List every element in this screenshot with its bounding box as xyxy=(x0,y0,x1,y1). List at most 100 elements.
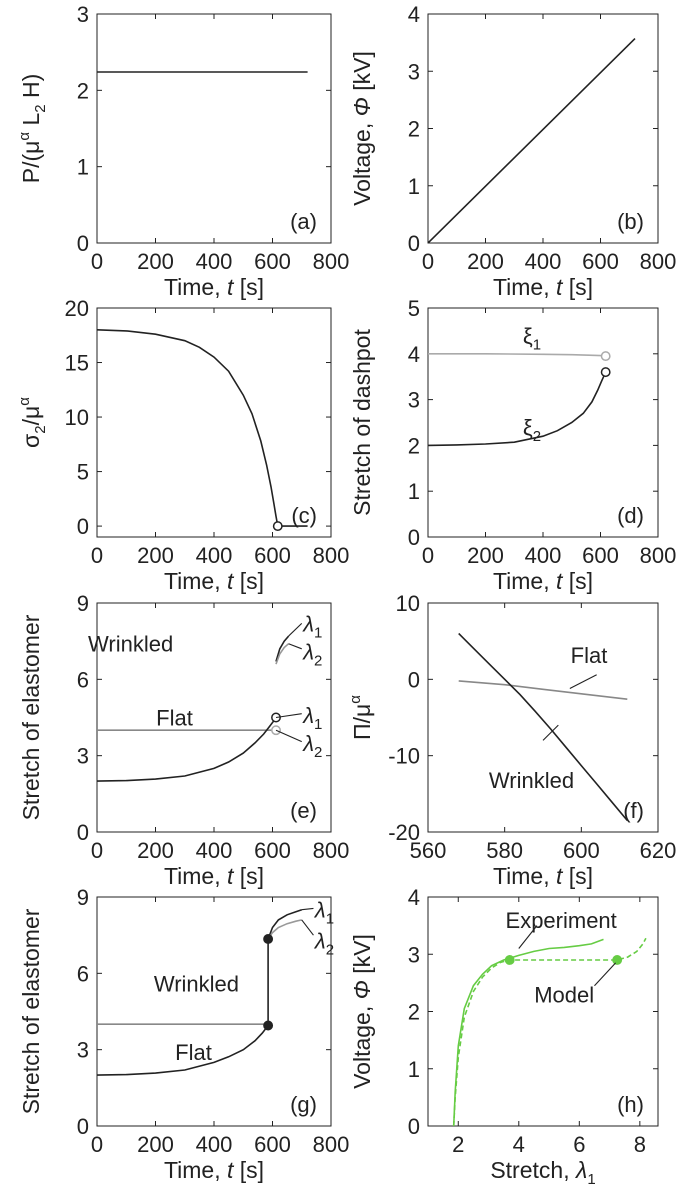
x-tick-label: 600 xyxy=(254,1132,291,1157)
series-line xyxy=(428,353,606,357)
panel-label: (g) xyxy=(290,1092,317,1117)
y-axis-label: Stretch of elastomer xyxy=(18,614,44,820)
x-tick-label: 800 xyxy=(313,838,350,863)
y-tick-label: 5 xyxy=(408,296,420,321)
x-tick-label: 0 xyxy=(91,249,103,274)
y-axis-label: σ2/μα​ xyxy=(16,397,49,448)
x-tick-label: 600 xyxy=(254,543,291,568)
panel-d: 0 200 400 600 800 0 1 2 3 4 5 Time, t [s] Stretch of… xyxy=(349,296,676,594)
x-tick-label: 800 xyxy=(313,1132,350,1157)
x-tick-label: 200 xyxy=(137,1132,174,1157)
x-tick-label: 2 xyxy=(452,1132,464,1157)
annotation-leader xyxy=(594,962,617,987)
x-tick-label: 400 xyxy=(196,543,233,568)
x-tick-label: 800 xyxy=(313,249,350,274)
y-tick-label: 1 xyxy=(408,479,420,504)
x-tick-label: 560 xyxy=(410,838,447,863)
x-tick-label: 0 xyxy=(91,543,103,568)
x-tick-label: 620 xyxy=(640,838,677,863)
annotation-leader xyxy=(288,622,303,637)
panel-label: (d) xyxy=(617,503,644,528)
panel-c: 0 200 400 600 800 0 5 10 15 20 Time, t [s] σ2/μα​ (c… xyxy=(16,296,349,594)
y-tick-label: 4 xyxy=(408,342,420,367)
y-tick-label: 3 xyxy=(77,744,89,769)
series-line xyxy=(97,1025,269,1076)
annotation-label: Flat xyxy=(175,1040,212,1065)
series-line xyxy=(428,371,607,447)
y-tick-label: 0 xyxy=(408,231,420,256)
series-line xyxy=(452,937,647,1126)
x-tick-label: 400 xyxy=(525,543,562,568)
y-tick-label: 0 xyxy=(77,514,89,539)
x-tick-label: 600 xyxy=(582,249,619,274)
y-tick-label: 0 xyxy=(408,667,420,692)
series-line xyxy=(275,643,290,665)
panel-label: (h) xyxy=(617,1092,644,1117)
x-tick-label: 800 xyxy=(313,543,350,568)
x-axis-label: Stretch, λ1 xyxy=(490,1157,595,1188)
series-line xyxy=(428,38,636,243)
series-line xyxy=(267,908,303,940)
point-marker xyxy=(504,955,515,965)
x-tick-label: 200 xyxy=(137,838,174,863)
y-tick-label: 2 xyxy=(408,433,420,458)
series-line xyxy=(267,919,302,940)
x-tick-label: 200 xyxy=(467,249,504,274)
series-line xyxy=(275,635,290,662)
y-axis-label: P/(μα L2 H) xyxy=(16,74,49,184)
x-tick-label: 800 xyxy=(640,249,677,274)
y-tick-label: 6 xyxy=(77,667,89,692)
panel-g: 0 200 400 600 800 0 3 6 9 Time, t [s] Stretch of e… xyxy=(18,885,349,1183)
x-axis-label: Time, t [s] xyxy=(164,274,264,300)
point-marker xyxy=(600,367,611,378)
x-tick-label: 0 xyxy=(422,249,434,274)
annotation-leader xyxy=(275,713,302,719)
y-tick-label: 4 xyxy=(408,2,420,27)
annotation-leader xyxy=(569,674,597,689)
annotation-leader xyxy=(542,724,559,741)
y-tick-label: 0 xyxy=(408,525,420,550)
point-marker xyxy=(600,351,611,362)
y-tick-label: 1 xyxy=(77,155,89,180)
x-tick-label: 400 xyxy=(196,249,233,274)
x-tick-label: 4 xyxy=(513,1132,525,1157)
y-tick-label: 0 xyxy=(408,1114,420,1139)
y-axis-label: Voltage, Φ [kV] xyxy=(349,51,375,206)
x-axis-label: Time, t [s] xyxy=(493,274,593,300)
x-tick-label: 0 xyxy=(422,543,434,568)
annotation-label: Wrinkled xyxy=(154,972,239,997)
y-tick-label: 5 xyxy=(77,460,89,485)
y-tick-label: 2 xyxy=(77,78,89,103)
x-tick-label: 400 xyxy=(525,249,562,274)
point-marker xyxy=(263,934,274,944)
point-marker xyxy=(612,955,623,965)
annotation-label: ξ2 xyxy=(523,415,541,445)
panel-label: (a) xyxy=(290,209,317,234)
annotation-label: Wrinkled xyxy=(88,632,173,657)
annotation-label: λ1 xyxy=(302,703,322,733)
x-tick-label: 200 xyxy=(137,543,174,568)
x-axis-label: Time, t [s] xyxy=(493,863,593,889)
x-tick-label: 600 xyxy=(582,543,619,568)
y-tick-label: 0 xyxy=(77,1114,89,1139)
annotation-label: Flat xyxy=(571,643,608,668)
y-tick-label: 2 xyxy=(408,1000,420,1025)
annotation-label: Wrinkled xyxy=(489,768,574,793)
y-axis-label: Stretch of elastomer xyxy=(18,908,44,1114)
series-line xyxy=(97,717,277,782)
series-line xyxy=(97,329,308,527)
series-line xyxy=(452,938,604,1126)
panel-label: (c) xyxy=(291,503,317,528)
x-tick-label: 200 xyxy=(137,249,174,274)
x-axis-label: Time, t [s] xyxy=(164,863,264,889)
x-tick-label: 580 xyxy=(486,838,523,863)
annotation-label: Experiment xyxy=(506,908,617,933)
x-tick-label: 600 xyxy=(254,838,291,863)
y-tick-label: 1 xyxy=(408,174,420,199)
y-tick-label: 6 xyxy=(77,961,89,986)
panel-label: (e) xyxy=(290,798,317,823)
y-tick-label: 10 xyxy=(65,405,89,430)
series-line xyxy=(458,632,628,822)
